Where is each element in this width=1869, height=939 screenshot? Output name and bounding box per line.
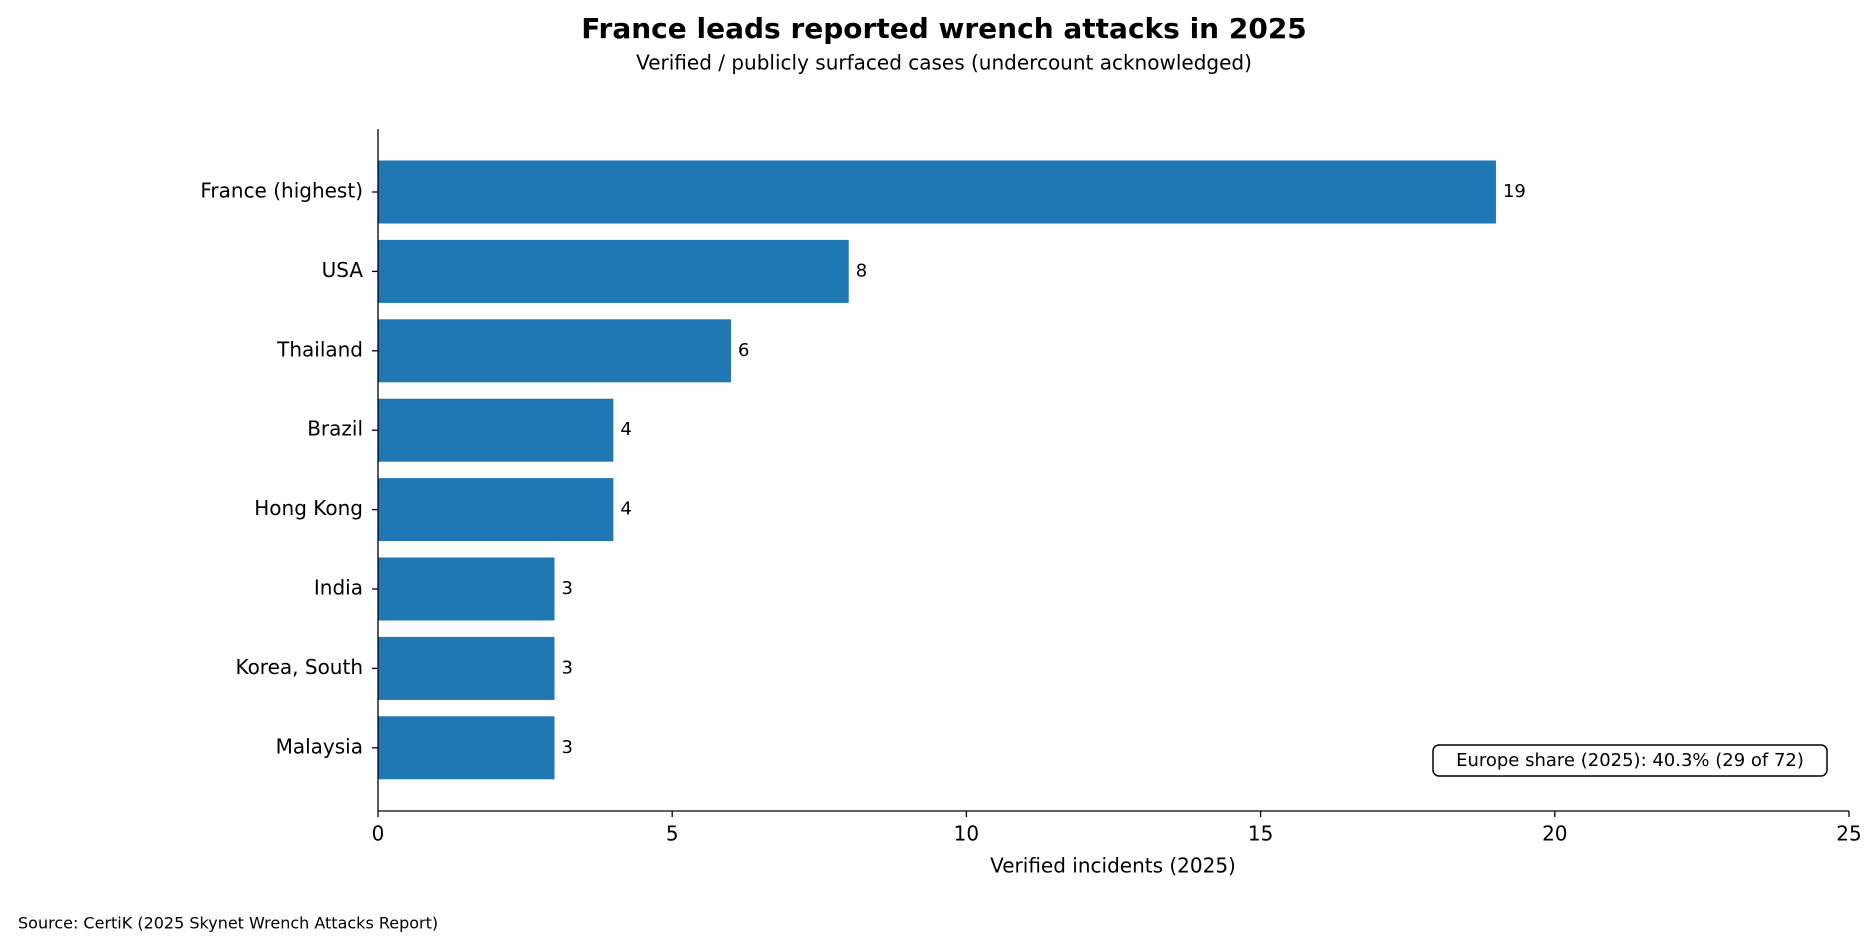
y-tick-label: Brazil [307,417,363,441]
value-label: 19 [1503,181,1526,202]
chart-title: France leads reported wrench attacks in … [581,12,1307,45]
bar [378,239,849,303]
bar [378,160,1496,224]
bar [378,478,614,542]
bar [378,398,614,462]
value-label: 6 [738,340,749,361]
x-tick-label: 20 [1542,822,1567,846]
x-tick-label: 15 [1248,822,1273,846]
value-label: 3 [562,737,573,758]
value-label: 4 [620,419,631,440]
value-label: 3 [562,657,573,678]
value-label: 4 [620,499,631,520]
y-tick-label: USA [322,258,364,282]
y-tick-label: Thailand [276,337,363,361]
annotation-box [1432,744,1828,777]
value-label: 3 [562,578,573,599]
y-tick-label: Malaysia [276,734,363,758]
y-tick-label: India [314,576,363,600]
x-axis-label: Verified incidents (2025) [990,854,1236,878]
value-label: 8 [856,260,867,281]
bar [378,716,555,780]
y-tick-label: Hong Kong [254,496,363,520]
x-tick-label: 0 [372,822,385,846]
x-tick-label: 5 [666,822,679,846]
annotation: Europe share (2025): 40.3% (29 of 72) [1456,750,1804,771]
chart-subtitle: Verified / publicly surfaced cases (unde… [636,51,1252,75]
y-tick-label: Korea, South [235,655,363,679]
y-tick-label: France (highest) [200,179,363,203]
x-tick-label: 25 [1836,822,1861,846]
x-tick-label: 10 [954,822,979,846]
bar [378,636,555,700]
bar [378,319,732,383]
bar [378,557,555,621]
source-note: Source: CertiK (2025 Skynet Wrench Attac… [18,914,438,933]
